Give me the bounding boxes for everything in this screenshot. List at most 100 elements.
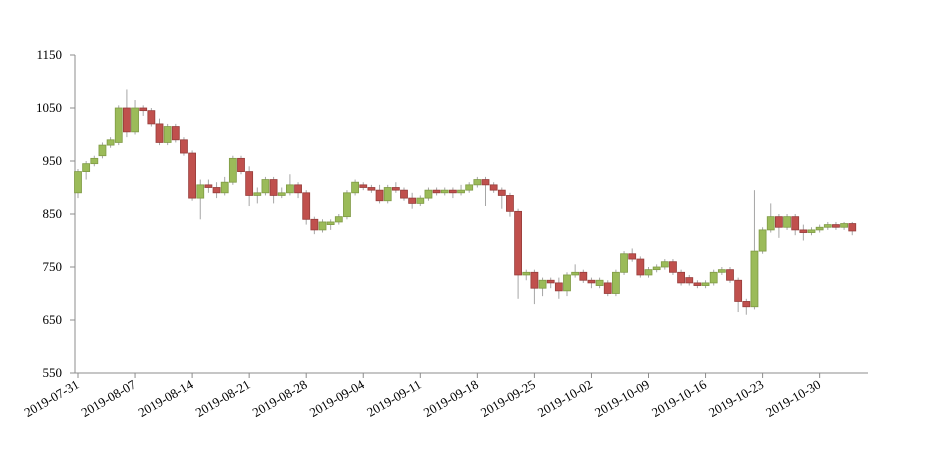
candle-body	[620, 253, 628, 273]
x-tick-label: 2019-09-25	[478, 377, 538, 420]
x-tick-label: 2019-07-31	[21, 377, 81, 420]
candle-body	[220, 181, 229, 194]
candle-body	[334, 216, 343, 223]
candle-body	[685, 277, 694, 284]
candle-body	[571, 271, 580, 276]
candle-body	[726, 269, 734, 281]
y-tick-label: 1050	[36, 100, 62, 115]
candle-body	[497, 189, 506, 196]
candle-body	[734, 279, 743, 302]
candle-body	[522, 271, 531, 276]
y-tick-label: 650	[43, 312, 63, 327]
candle-body	[709, 271, 718, 284]
candle-body	[693, 282, 702, 286]
candle-body	[612, 271, 620, 294]
candle-body	[832, 224, 840, 228]
x-tick-label: 2019-08-07	[79, 376, 139, 420]
candle-body	[302, 192, 311, 220]
candle-body	[391, 187, 400, 191]
candle-body	[823, 224, 832, 228]
candle-body	[139, 107, 148, 112]
y-tick-label: 750	[43, 259, 63, 274]
x-tick-label: 2019-10-09	[592, 377, 652, 420]
candle-body	[742, 301, 751, 308]
x-tick-label: 2019-09-11	[364, 377, 424, 420]
candle-body	[196, 184, 205, 199]
x-tick-label: 2019-10-02	[535, 377, 595, 420]
candle-body	[717, 269, 726, 273]
candle-body	[245, 171, 254, 196]
candle-body	[114, 107, 123, 143]
candle-body	[147, 110, 156, 125]
candle-body	[758, 229, 767, 252]
candle-body	[400, 189, 408, 199]
candle-body	[636, 258, 645, 276]
candle-body	[514, 210, 522, 276]
candle-body	[294, 184, 302, 194]
candle-body	[701, 282, 710, 286]
candle-body	[204, 184, 213, 188]
candle-body	[791, 216, 800, 231]
x-tick-label: 2019-10-30	[763, 377, 823, 420]
candle-body	[367, 187, 376, 191]
candle-body	[326, 221, 335, 225]
candle-body	[489, 184, 498, 191]
candle-body	[538, 279, 547, 289]
candle-body	[669, 261, 677, 273]
candle-body	[310, 218, 319, 231]
candle-body	[750, 250, 759, 308]
candle-body	[815, 226, 824, 231]
candle-body	[98, 144, 107, 157]
candle-body	[554, 282, 563, 292]
candle-body	[237, 157, 245, 173]
x-tick-label: 2019-08-21	[193, 377, 253, 420]
x-tick-label: 2019-10-23	[706, 377, 766, 420]
candle-body	[318, 221, 327, 231]
candle-body	[807, 229, 816, 233]
candle-body	[106, 139, 115, 146]
candle-body	[775, 216, 783, 228]
candle-body	[155, 123, 164, 143]
candle-body	[82, 163, 91, 172]
candle-body	[432, 189, 441, 194]
x-tick-label: 2019-08-28	[250, 377, 310, 420]
candle-body	[481, 179, 490, 186]
candle-body	[530, 271, 539, 289]
candle-body	[261, 179, 270, 194]
candle-body	[383, 187, 392, 202]
candle-body	[131, 107, 139, 133]
candle-body	[457, 189, 465, 194]
candle-body	[123, 107, 131, 133]
x-tick-label: 2019-08-14	[136, 376, 196, 420]
candle-body	[180, 139, 188, 154]
candle-body	[228, 157, 237, 183]
candle-body	[628, 253, 637, 260]
candle-body	[351, 181, 360, 194]
candle-body	[212, 187, 221, 194]
candle-body	[506, 195, 514, 212]
y-tick-label: 950	[43, 153, 63, 168]
candle-body	[424, 189, 433, 199]
candle-body	[416, 197, 425, 204]
candle-body	[603, 282, 612, 294]
candle-body	[587, 279, 596, 284]
candle-body	[163, 126, 172, 143]
candle-body	[188, 152, 197, 199]
candle-body	[660, 261, 669, 268]
candle-body	[171, 126, 180, 141]
candle-body	[277, 192, 286, 196]
y-tick-label: 1150	[36, 47, 62, 62]
candle-body	[408, 197, 417, 204]
candle-body	[652, 266, 661, 271]
candle-body	[285, 184, 294, 194]
candle-body	[546, 279, 555, 284]
candle-body	[595, 279, 604, 286]
candle-body	[448, 189, 457, 194]
candle-body	[644, 269, 653, 276]
candle-body	[766, 216, 775, 231]
candle-body	[473, 179, 482, 186]
candle-body	[848, 223, 857, 232]
candle-body	[74, 171, 82, 194]
x-tick-label: 2019-09-04	[307, 376, 367, 420]
